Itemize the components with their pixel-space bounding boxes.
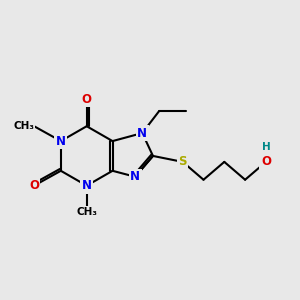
Text: S: S [178,155,187,168]
Text: CH₃: CH₃ [13,121,34,131]
Text: N: N [56,135,66,148]
Text: N: N [130,170,140,183]
Text: O: O [261,155,271,168]
Text: N: N [82,179,92,192]
Text: H: H [262,142,270,152]
Text: O: O [29,179,39,192]
Text: O: O [82,93,92,106]
Text: N: N [137,127,147,140]
Text: CH₃: CH₃ [76,207,97,218]
